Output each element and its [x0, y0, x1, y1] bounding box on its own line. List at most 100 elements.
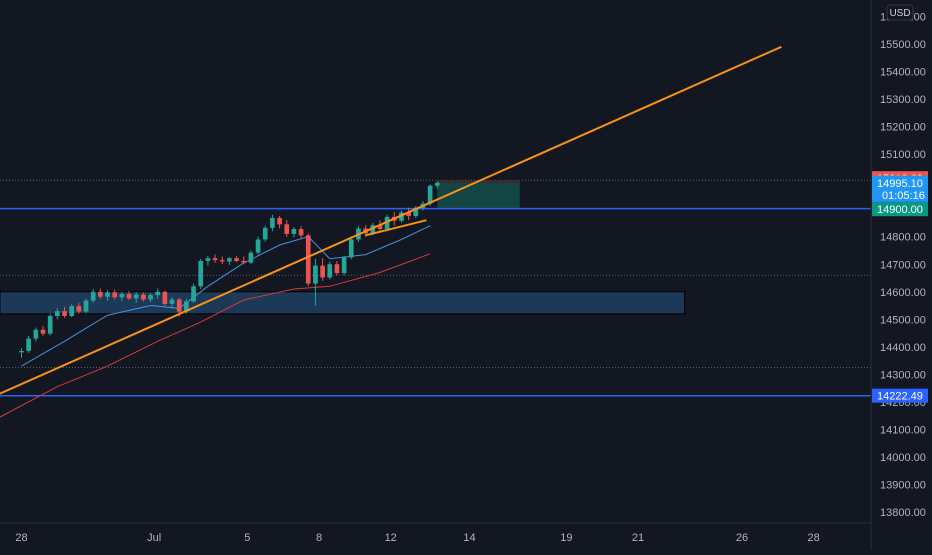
- time-tick-label: 26: [736, 532, 748, 544]
- price-badge: [872, 388, 928, 403]
- price-badge-label: 14900.00: [877, 204, 923, 216]
- candle-body: [277, 218, 282, 225]
- candle-body: [413, 207, 419, 217]
- candle-body: [434, 182, 440, 186]
- price-badge: [872, 202, 928, 217]
- candle-body: [219, 260, 225, 262]
- price-tick-label: 15300.00: [880, 94, 926, 106]
- time-tick-label: 12: [385, 532, 397, 544]
- candle-body: [212, 258, 218, 261]
- candle-body: [40, 329, 46, 334]
- candle-body: [227, 258, 232, 262]
- price-tick-label: 14000.00: [880, 452, 926, 464]
- price-tick-label: 14700.00: [880, 259, 926, 271]
- price-tick-label: 14800.00: [880, 232, 926, 244]
- candle-body: [33, 329, 39, 339]
- candle-body: [384, 216, 390, 230]
- price-badges: 15012.6814997.5014995.1001:05:1614901.88…: [872, 171, 928, 403]
- zone-rectangle: [0, 291, 686, 315]
- candle-body: [26, 338, 32, 351]
- candle-body: [155, 291, 161, 296]
- candle-body: [370, 225, 376, 234]
- candle-body: [313, 265, 318, 284]
- candle-body: [141, 294, 146, 300]
- price-badge-label: 14995.10: [877, 178, 923, 190]
- candle-body: [248, 252, 254, 263]
- candle-body: [191, 286, 196, 302]
- plot-area[interactable]: [0, 45, 871, 418]
- candle-body: [105, 292, 110, 297]
- candle-body: [320, 265, 325, 278]
- price-tick-label: 13800.00: [880, 507, 926, 519]
- candle-body: [133, 294, 139, 299]
- time-tick-label: 28: [808, 532, 820, 544]
- candle-body: [169, 299, 175, 304]
- price-badge: [872, 176, 928, 203]
- candle-body: [62, 311, 67, 317]
- candle-body: [126, 293, 132, 299]
- candle-body: [298, 229, 304, 236]
- candle-body: [241, 260, 247, 263]
- price-tick-label: 15500.00: [880, 39, 926, 51]
- candle-body: [19, 350, 24, 353]
- time-tick-label: Jul: [147, 532, 161, 544]
- candle-body: [90, 291, 96, 301]
- time-tick-label: 19: [560, 532, 572, 544]
- candle-body: [98, 291, 103, 297]
- candle-body: [284, 224, 290, 234]
- time-tick-label: 14: [463, 532, 475, 544]
- candle-body: [348, 239, 354, 258]
- candle-body: [327, 264, 333, 278]
- target-area: [437, 182, 520, 209]
- time-tick-label: 28: [15, 532, 27, 544]
- candle-body: [234, 258, 239, 261]
- candle-body: [184, 301, 189, 312]
- candle-body: [270, 218, 275, 228]
- candle-body: [55, 311, 60, 317]
- price-tick-label: 15100.00: [880, 149, 926, 161]
- candle-body: [162, 291, 168, 304]
- candle-body: [176, 299, 182, 312]
- price-tick-label: 14100.00: [880, 424, 926, 436]
- price-badge-label: 14222.49: [877, 391, 923, 403]
- ma-slow-line: [0, 253, 431, 418]
- price-tick-label: 15200.00: [880, 122, 926, 134]
- countdown-label: 01:05:16: [882, 190, 925, 202]
- price-tick-label: 15400.00: [880, 67, 926, 79]
- candle-body: [69, 306, 75, 317]
- candle-body: [198, 260, 204, 287]
- candle-body: [76, 306, 82, 312]
- candle-body: [119, 293, 125, 298]
- time-tick-label: 8: [316, 532, 322, 544]
- candle-body: [262, 227, 268, 240]
- time-tick-label: 21: [632, 532, 644, 544]
- time-tick-label: 5: [244, 532, 250, 544]
- price-tick-label: 13900.00: [880, 479, 926, 491]
- candle-body: [341, 257, 347, 274]
- candle-body: [148, 295, 153, 300]
- candle-body: [427, 185, 433, 204]
- candle-body: [47, 316, 53, 334]
- currency-label: USD: [889, 8, 910, 19]
- price-tick-label: 14600.00: [880, 287, 926, 299]
- price-tick-label: 14300.00: [880, 369, 926, 381]
- candle-body: [305, 235, 311, 284]
- candle-body: [399, 212, 404, 221]
- candle-body: [377, 225, 383, 230]
- trend-line: [0, 45, 782, 395]
- candle-body: [83, 300, 89, 312]
- candle-body: [112, 292, 118, 298]
- candle-body: [255, 239, 261, 253]
- channel-line: [365, 219, 427, 237]
- candle-body: [205, 258, 211, 261]
- candle-body: [334, 264, 340, 274]
- candle-body: [406, 212, 411, 217]
- currency-button[interactable]: USD: [886, 4, 914, 21]
- candle-body: [291, 229, 297, 234]
- currency-button-frame: [886, 4, 914, 21]
- price-tick-label: 14400.00: [880, 342, 926, 354]
- price-tick-label: 14500.00: [880, 314, 926, 326]
